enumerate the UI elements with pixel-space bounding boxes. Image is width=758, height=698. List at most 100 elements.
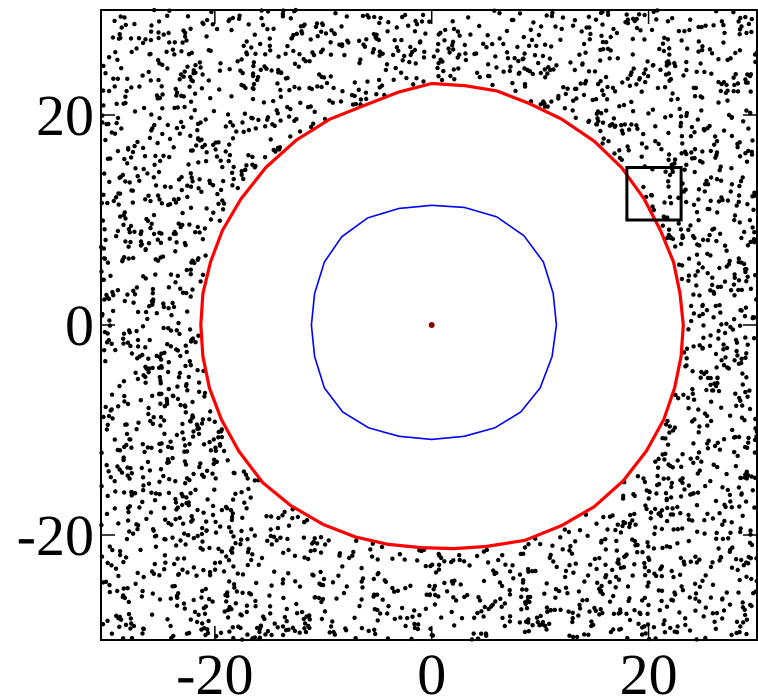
scatter-point bbox=[586, 118, 592, 124]
scatter-point bbox=[415, 626, 421, 632]
scatter-point bbox=[670, 91, 675, 96]
scatter-point bbox=[118, 14, 123, 19]
scatter-point bbox=[101, 192, 106, 197]
scatter-point bbox=[105, 560, 110, 566]
scatter-point bbox=[250, 162, 255, 167]
scatter-point bbox=[660, 223, 665, 228]
scatter-point bbox=[613, 585, 618, 590]
scatter-point bbox=[105, 493, 110, 499]
scatter-point bbox=[342, 52, 347, 58]
scatter-point bbox=[629, 122, 634, 127]
scatter-point bbox=[611, 593, 616, 599]
scatter-point bbox=[143, 37, 148, 42]
scatter-point bbox=[611, 116, 617, 121]
scatter-point bbox=[294, 31, 299, 36]
scatter-point bbox=[667, 52, 672, 57]
scatter-point bbox=[223, 124, 228, 129]
scatter-point bbox=[272, 621, 277, 626]
scatter-point bbox=[107, 544, 113, 549]
scatter-point bbox=[659, 574, 664, 579]
scatter-point bbox=[561, 85, 566, 90]
scatter-point bbox=[743, 389, 748, 395]
scatter-point bbox=[307, 617, 312, 622]
scatter-point bbox=[128, 223, 134, 229]
scatter-point bbox=[678, 227, 684, 232]
scatter-point bbox=[549, 99, 554, 104]
scatter-point bbox=[645, 74, 651, 79]
scatter-point bbox=[680, 233, 685, 238]
scatter-point bbox=[510, 563, 515, 568]
scatter-point bbox=[327, 98, 332, 103]
scatter-point bbox=[701, 335, 706, 340]
scatter-point bbox=[684, 162, 689, 167]
scatter-point bbox=[229, 27, 234, 33]
scatter-point bbox=[148, 198, 153, 204]
scatter-point bbox=[115, 288, 121, 293]
scatter-point bbox=[591, 622, 596, 628]
scatter-point bbox=[137, 505, 142, 510]
scatter-point bbox=[724, 345, 730, 351]
scatter-point bbox=[627, 617, 633, 623]
scatter-point bbox=[538, 24, 544, 29]
scatter-point bbox=[103, 71, 108, 76]
scatter-point bbox=[742, 612, 748, 618]
scatter-point bbox=[150, 126, 155, 131]
scatter-point bbox=[545, 104, 550, 109]
scatter-point bbox=[733, 434, 738, 440]
scatter-point bbox=[213, 448, 218, 453]
scatter-point bbox=[153, 491, 159, 496]
scatter-point bbox=[281, 595, 286, 601]
scatter-point bbox=[111, 76, 116, 81]
scatter-point bbox=[688, 17, 693, 22]
scatter-point bbox=[438, 30, 443, 35]
scatter-point bbox=[211, 108, 217, 114]
scatter-point bbox=[714, 536, 719, 541]
scatter-point bbox=[117, 552, 123, 558]
scatter-point bbox=[256, 562, 261, 567]
scatter-point bbox=[417, 613, 422, 618]
scatter-point bbox=[600, 141, 605, 146]
scatter-point bbox=[604, 40, 609, 45]
scatter-point bbox=[289, 36, 294, 41]
scatter-point bbox=[732, 358, 737, 363]
scatter-point bbox=[721, 608, 727, 613]
scatter-point bbox=[145, 445, 150, 450]
scatter-point bbox=[213, 519, 218, 525]
scatter-point bbox=[215, 191, 220, 197]
scatter-point bbox=[185, 309, 190, 314]
scatter-point bbox=[192, 609, 198, 615]
scatter-point bbox=[652, 506, 658, 512]
scatter-point bbox=[204, 34, 209, 39]
scatter-point bbox=[157, 597, 163, 602]
scatter-point bbox=[558, 607, 563, 612]
scatter-point bbox=[736, 287, 741, 293]
scatter-point bbox=[700, 237, 706, 242]
scatter-point bbox=[212, 419, 217, 424]
scatter-point bbox=[468, 32, 473, 37]
scatter-point bbox=[719, 405, 724, 410]
scatter-point bbox=[198, 545, 203, 551]
scatter-point bbox=[651, 546, 657, 551]
scatter-point bbox=[684, 113, 689, 119]
scatter-point bbox=[708, 595, 714, 600]
scatter-point bbox=[141, 626, 146, 631]
scatter-point bbox=[750, 316, 755, 321]
scatter-point bbox=[229, 517, 235, 523]
scatter-point bbox=[721, 342, 726, 347]
scatter-point bbox=[553, 24, 558, 29]
scatter-point bbox=[143, 197, 148, 202]
scatter-point bbox=[751, 336, 757, 341]
scatter-point bbox=[326, 538, 331, 543]
scatter-point bbox=[604, 97, 610, 102]
scatter-point bbox=[399, 605, 405, 611]
scatter-point bbox=[130, 200, 135, 205]
scatter-point bbox=[646, 568, 651, 574]
scatter-point bbox=[581, 92, 587, 98]
scatter-point bbox=[423, 31, 428, 36]
x-tick-label: -20 bbox=[176, 642, 253, 698]
scatter-point bbox=[120, 172, 126, 178]
scatter-point bbox=[679, 38, 684, 43]
scatter-point bbox=[230, 123, 236, 128]
scatter-point bbox=[151, 175, 156, 180]
scatter-point bbox=[199, 189, 204, 194]
